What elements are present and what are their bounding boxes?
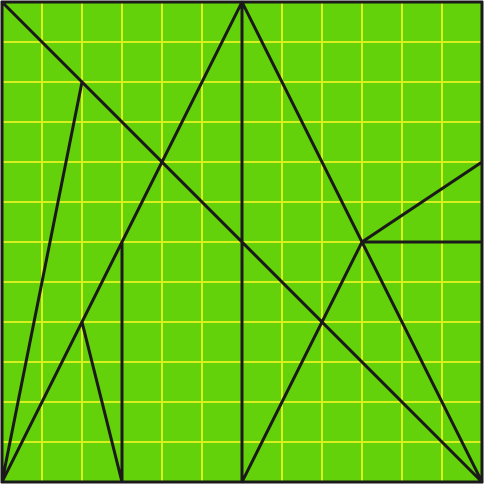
segment-small-wedge xyxy=(80,320,124,484)
segment-right-slope-b xyxy=(240,240,364,484)
segment-right-rise xyxy=(360,160,484,244)
segment-left-spike xyxy=(0,80,84,484)
